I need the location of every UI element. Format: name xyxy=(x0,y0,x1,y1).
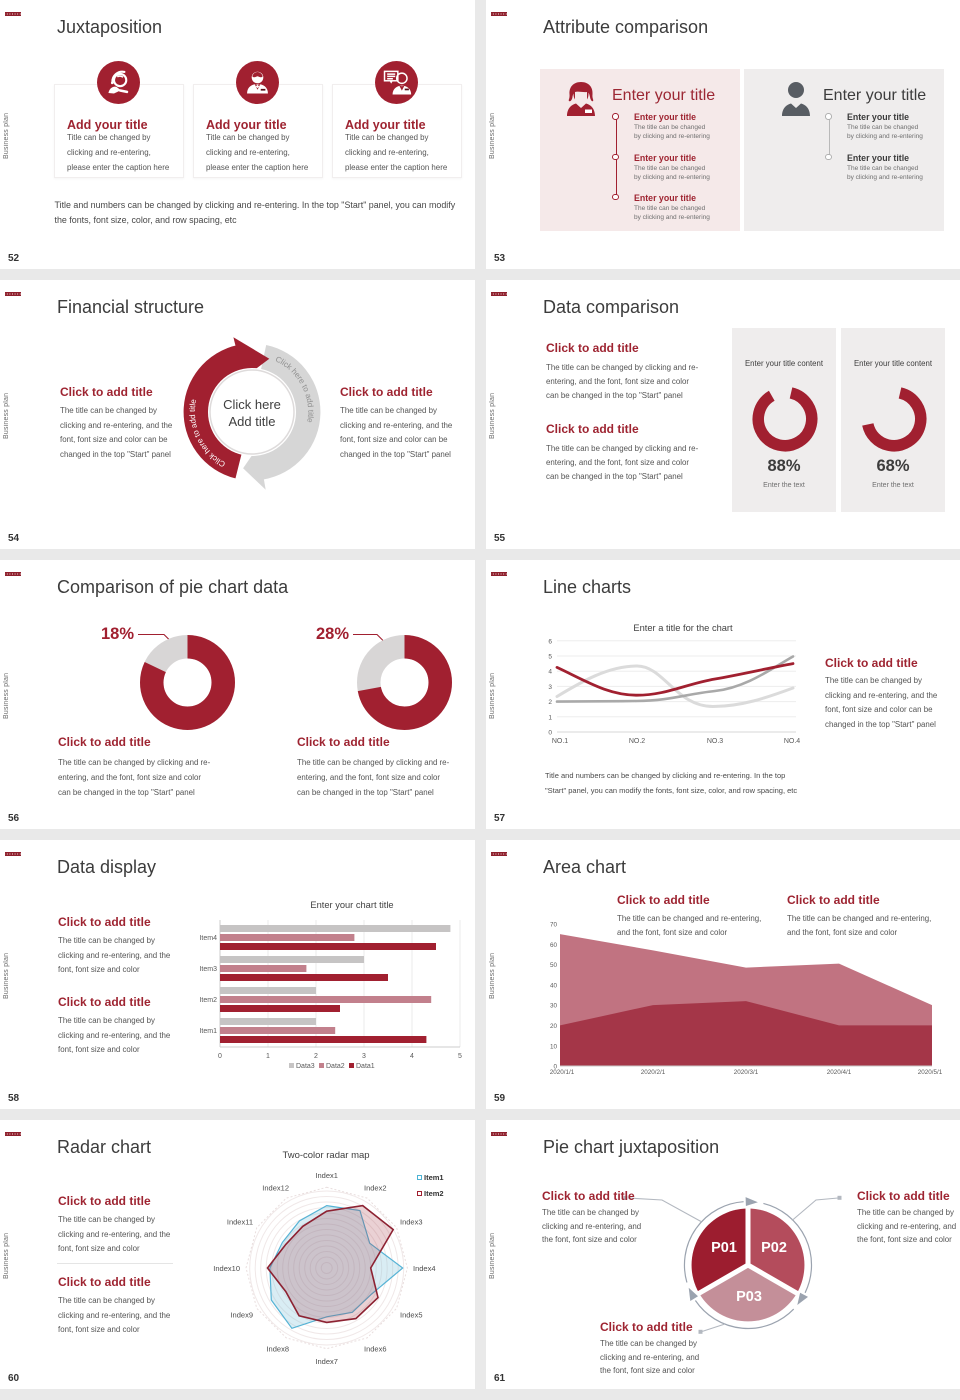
svg-text:3: 3 xyxy=(362,1053,366,1060)
svg-text:5: 5 xyxy=(458,1053,462,1060)
svg-text:P03: P03 xyxy=(736,1289,762,1305)
svg-text:Data3: Data3 xyxy=(296,1063,315,1070)
svg-text:Index10: Index10 xyxy=(213,1264,240,1273)
svg-text:Index8: Index8 xyxy=(266,1345,289,1354)
svg-text:20: 20 xyxy=(550,1023,558,1030)
svg-text:Item1: Item1 xyxy=(199,1028,217,1035)
svg-text:Index11: Index11 xyxy=(227,1218,253,1227)
svg-text:50: 50 xyxy=(550,962,558,969)
svg-text:0: 0 xyxy=(553,1064,557,1071)
svg-text:P02: P02 xyxy=(761,1240,787,1256)
svg-text:60: 60 xyxy=(550,942,558,949)
svg-text:Index5: Index5 xyxy=(400,1311,423,1320)
svg-text:Data1: Data1 xyxy=(356,1063,375,1070)
svg-text:10: 10 xyxy=(550,1043,558,1050)
svg-text:70: 70 xyxy=(550,922,558,929)
svg-text:5: 5 xyxy=(548,654,552,661)
svg-text:6: 6 xyxy=(548,638,552,645)
svg-text:3: 3 xyxy=(548,684,552,691)
svg-text:Data2: Data2 xyxy=(326,1063,345,1070)
svg-text:Index9: Index9 xyxy=(230,1311,253,1320)
svg-text:Index2: Index2 xyxy=(364,1184,387,1193)
svg-text:2020/3/1: 2020/3/1 xyxy=(734,1069,759,1076)
svg-text:Index7: Index7 xyxy=(315,1357,338,1366)
svg-text:P01: P01 xyxy=(711,1240,737,1256)
svg-text:Index6: Index6 xyxy=(364,1345,387,1354)
svg-text:2020/1/1: 2020/1/1 xyxy=(550,1069,575,1076)
svg-text:4: 4 xyxy=(410,1053,414,1060)
svg-text:2020/5/1: 2020/5/1 xyxy=(918,1069,943,1076)
svg-text:2020/4/1: 2020/4/1 xyxy=(827,1069,852,1076)
svg-text:Index3: Index3 xyxy=(400,1218,423,1227)
svg-text:Index12: Index12 xyxy=(262,1184,289,1193)
svg-text:2: 2 xyxy=(314,1053,318,1060)
svg-text:NO.3: NO.3 xyxy=(707,738,723,745)
svg-text:Index1: Index1 xyxy=(315,1171,338,1180)
svg-text:30: 30 xyxy=(550,1003,558,1010)
svg-text:Index4: Index4 xyxy=(413,1264,436,1273)
svg-text:4: 4 xyxy=(548,669,552,676)
svg-text:2020/2/1: 2020/2/1 xyxy=(641,1069,666,1076)
svg-text:1: 1 xyxy=(266,1053,270,1060)
svg-text:0: 0 xyxy=(218,1053,222,1060)
svg-text:NO.2: NO.2 xyxy=(629,738,645,745)
svg-text:NO.1: NO.1 xyxy=(552,738,568,745)
svg-text:Item3: Item3 xyxy=(199,966,217,973)
svg-text:40: 40 xyxy=(550,982,558,989)
svg-text:Item4: Item4 xyxy=(199,935,217,942)
svg-text:0: 0 xyxy=(548,730,552,737)
svg-text:Item2: Item2 xyxy=(199,997,217,1004)
svg-text:1: 1 xyxy=(548,714,552,721)
svg-text:2: 2 xyxy=(548,699,552,706)
svg-text:NO.4: NO.4 xyxy=(784,738,800,745)
